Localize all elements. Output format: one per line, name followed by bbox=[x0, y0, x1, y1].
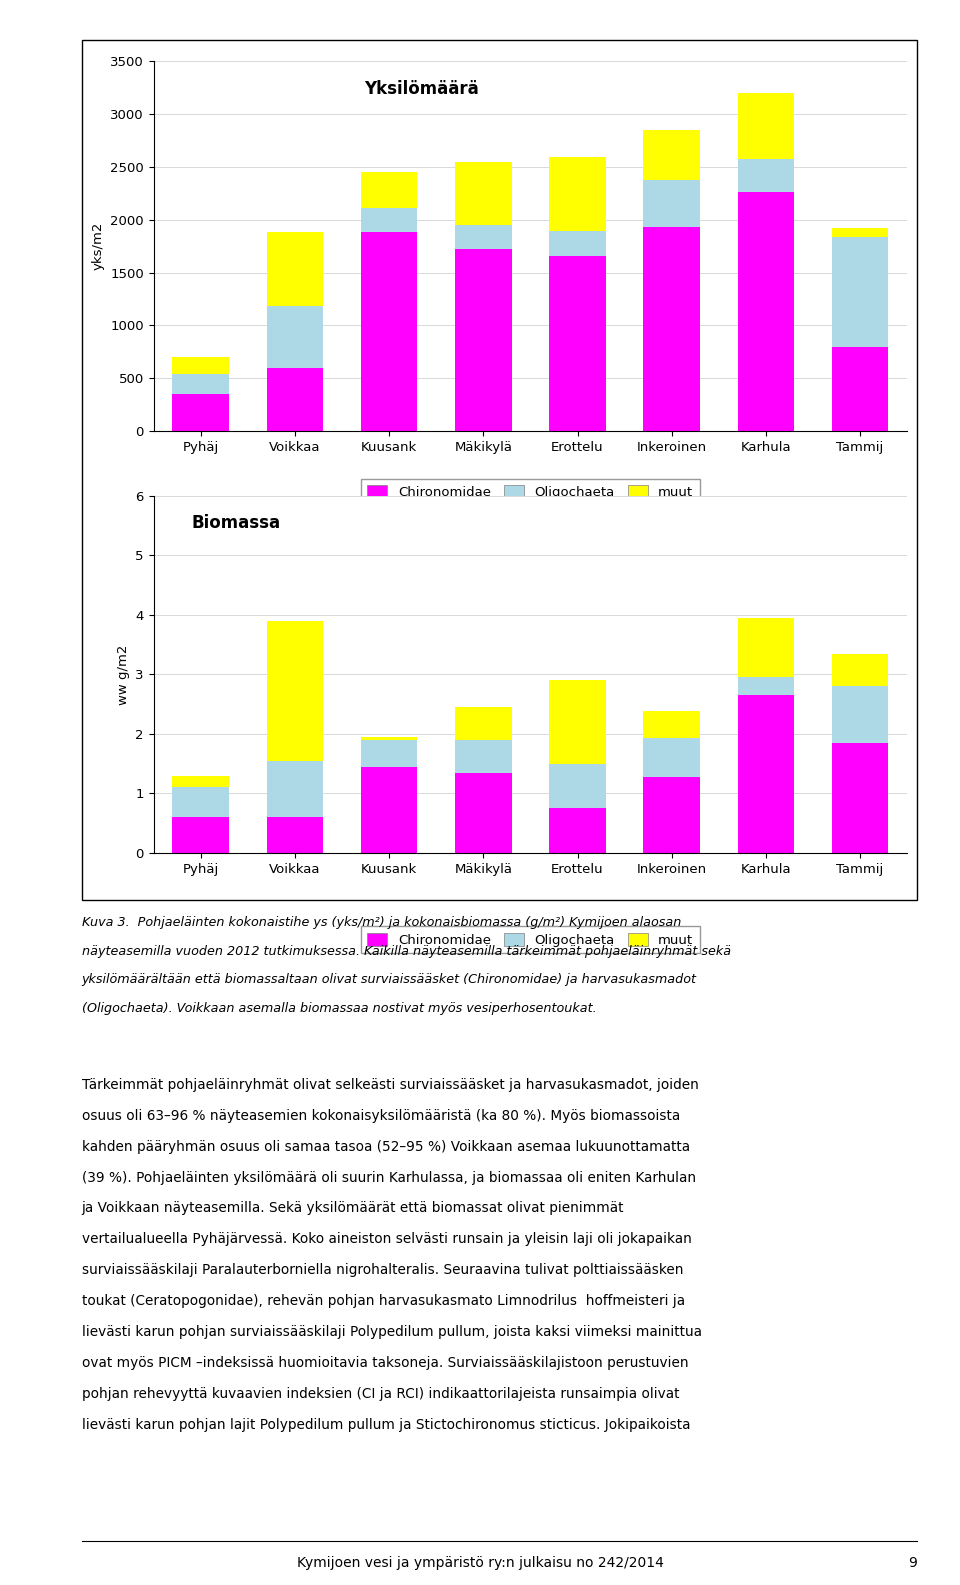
Bar bbox=[831, 228, 888, 236]
Bar bbox=[737, 677, 794, 696]
Bar bbox=[173, 818, 228, 853]
Bar bbox=[361, 737, 418, 740]
Text: toukat (Ceratopogonidae), rehevän pohjan harvasukasmato Limnodrilus  hoffmeister: toukat (Ceratopogonidae), rehevän pohjan… bbox=[82, 1293, 684, 1308]
Bar bbox=[737, 160, 794, 192]
Text: 9: 9 bbox=[908, 1556, 917, 1571]
Text: vertailualueella Pyhäjärvessä. Koko aineiston selvästi runsain ja yleisin laji o: vertailualueella Pyhäjärvessä. Koko aine… bbox=[82, 1233, 691, 1246]
Bar bbox=[831, 236, 888, 347]
Text: lievästi karun pohjan lajit Polypedilum pullum ja Stictochironomus sticticus. Jo: lievästi karun pohjan lajit Polypedilum … bbox=[82, 1419, 690, 1431]
Bar bbox=[173, 374, 228, 395]
Text: Tärkeimmät pohjaeläinryhmät olivat selkeästi surviaissääsket ja harvasukasmadot,: Tärkeimmät pohjaeläinryhmät olivat selke… bbox=[82, 1078, 699, 1092]
Bar bbox=[267, 818, 324, 853]
Bar bbox=[361, 233, 418, 431]
Text: (Oligochaeta). Voikkaan asemalla biomassaa nostivat myös vesiperhosentoukat.: (Oligochaeta). Voikkaan asemalla biomass… bbox=[82, 1002, 596, 1014]
Bar bbox=[549, 808, 606, 853]
Bar bbox=[643, 130, 700, 179]
Bar bbox=[737, 94, 794, 160]
Text: Kymijoen vesi ja ympäristö ry:n julkaisu no 242/2014: Kymijoen vesi ja ympäristö ry:n julkaisu… bbox=[297, 1556, 663, 1571]
Bar bbox=[643, 712, 700, 739]
Bar bbox=[831, 653, 888, 686]
Bar bbox=[549, 157, 606, 231]
Bar bbox=[267, 621, 324, 761]
Text: osuus oli 63–96 % näyteasemien kokonaisyksilömääristä (ka 80 %). Myös biomassois: osuus oli 63–96 % näyteasemien kokonaisy… bbox=[82, 1110, 680, 1122]
Bar bbox=[737, 192, 794, 431]
Y-axis label: ww g/m2: ww g/m2 bbox=[117, 644, 130, 705]
Text: lievästi karun pohjan surviaissääskilaji Polypedilum pullum, joista kaksi viimek: lievästi karun pohjan surviaissääskilaji… bbox=[82, 1325, 702, 1339]
Bar bbox=[455, 225, 512, 249]
Bar bbox=[361, 767, 418, 853]
Bar bbox=[361, 740, 418, 767]
Bar bbox=[643, 777, 700, 853]
Bar bbox=[549, 680, 606, 764]
Legend: Chironomidae, Oligochaeta, muut: Chironomidae, Oligochaeta, muut bbox=[361, 926, 700, 954]
Bar bbox=[831, 743, 888, 853]
Legend: Chironomidae, Oligochaeta, muut: Chironomidae, Oligochaeta, muut bbox=[361, 479, 700, 506]
Text: näyteasemilla vuoden 2012 tutkimuksessa. Kaikilla näyteasemilla tärkeimmät pohja: näyteasemilla vuoden 2012 tutkimuksessa.… bbox=[82, 945, 731, 957]
Bar bbox=[831, 347, 888, 431]
Bar bbox=[267, 233, 324, 306]
Bar bbox=[737, 696, 794, 853]
Text: ja Voikkaan näyteasemilla. Sekä yksilömäärät että biomassat olivat pienimmät: ja Voikkaan näyteasemilla. Sekä yksilömä… bbox=[82, 1201, 624, 1216]
Bar bbox=[361, 208, 418, 233]
Bar bbox=[455, 162, 512, 225]
Bar bbox=[455, 740, 512, 772]
Text: Biomassa: Biomassa bbox=[191, 514, 280, 531]
Bar bbox=[267, 761, 324, 818]
Text: Kuva 3.  Pohjaeläinten kokonaistihe ys (yks/m²) ja kokonaisbiomassa (g/m²) Kymij: Kuva 3. Pohjaeläinten kokonaistihe ys (y… bbox=[82, 916, 681, 929]
Bar bbox=[173, 357, 228, 374]
Bar bbox=[455, 707, 512, 740]
Bar bbox=[737, 618, 794, 677]
Text: yksilömäärältään että biomassaltaan olivat surviaissääsket (Chironomidae) ja har: yksilömäärältään että biomassaltaan oliv… bbox=[82, 973, 697, 986]
Bar bbox=[831, 686, 888, 743]
Bar bbox=[643, 739, 700, 777]
Bar bbox=[455, 249, 512, 431]
Text: pohjan rehevyyttä kuvaavien indeksien (CI ja RCI) indikaattorilajeista runsaimpi: pohjan rehevyyttä kuvaavien indeksien (C… bbox=[82, 1387, 679, 1401]
Bar bbox=[643, 179, 700, 227]
Bar bbox=[173, 395, 228, 431]
Text: kahden pääryhmän osuus oli samaa tasoa (52–95 %) Voikkaan asemaa lukuunottamatta: kahden pääryhmän osuus oli samaa tasoa (… bbox=[82, 1140, 689, 1154]
Bar bbox=[267, 306, 324, 368]
Bar bbox=[267, 368, 324, 431]
Bar bbox=[549, 231, 606, 255]
Bar bbox=[361, 173, 418, 208]
Bar bbox=[549, 255, 606, 431]
Text: Yksilömäärä: Yksilömäärä bbox=[365, 79, 479, 98]
Bar bbox=[549, 764, 606, 808]
Bar bbox=[643, 227, 700, 431]
Bar bbox=[173, 775, 228, 788]
Text: surviaissääskilaji Paralauterborniella nigrohalteralis. Seuraavina tulivat poltt: surviaissääskilaji Paralauterborniella n… bbox=[82, 1263, 684, 1278]
Bar bbox=[455, 772, 512, 853]
Text: (39 %). Pohjaeläinten yksilömäärä oli suurin Karhulassa, ja biomassaa oli eniten: (39 %). Pohjaeläinten yksilömäärä oli su… bbox=[82, 1170, 696, 1184]
Bar bbox=[173, 788, 228, 818]
Y-axis label: yks/m2: yks/m2 bbox=[91, 222, 105, 271]
Text: ovat myös PICM –indeksissä huomioitavia taksoneja. Surviaissääskilajistoon perus: ovat myös PICM –indeksissä huomioitavia … bbox=[82, 1357, 688, 1369]
